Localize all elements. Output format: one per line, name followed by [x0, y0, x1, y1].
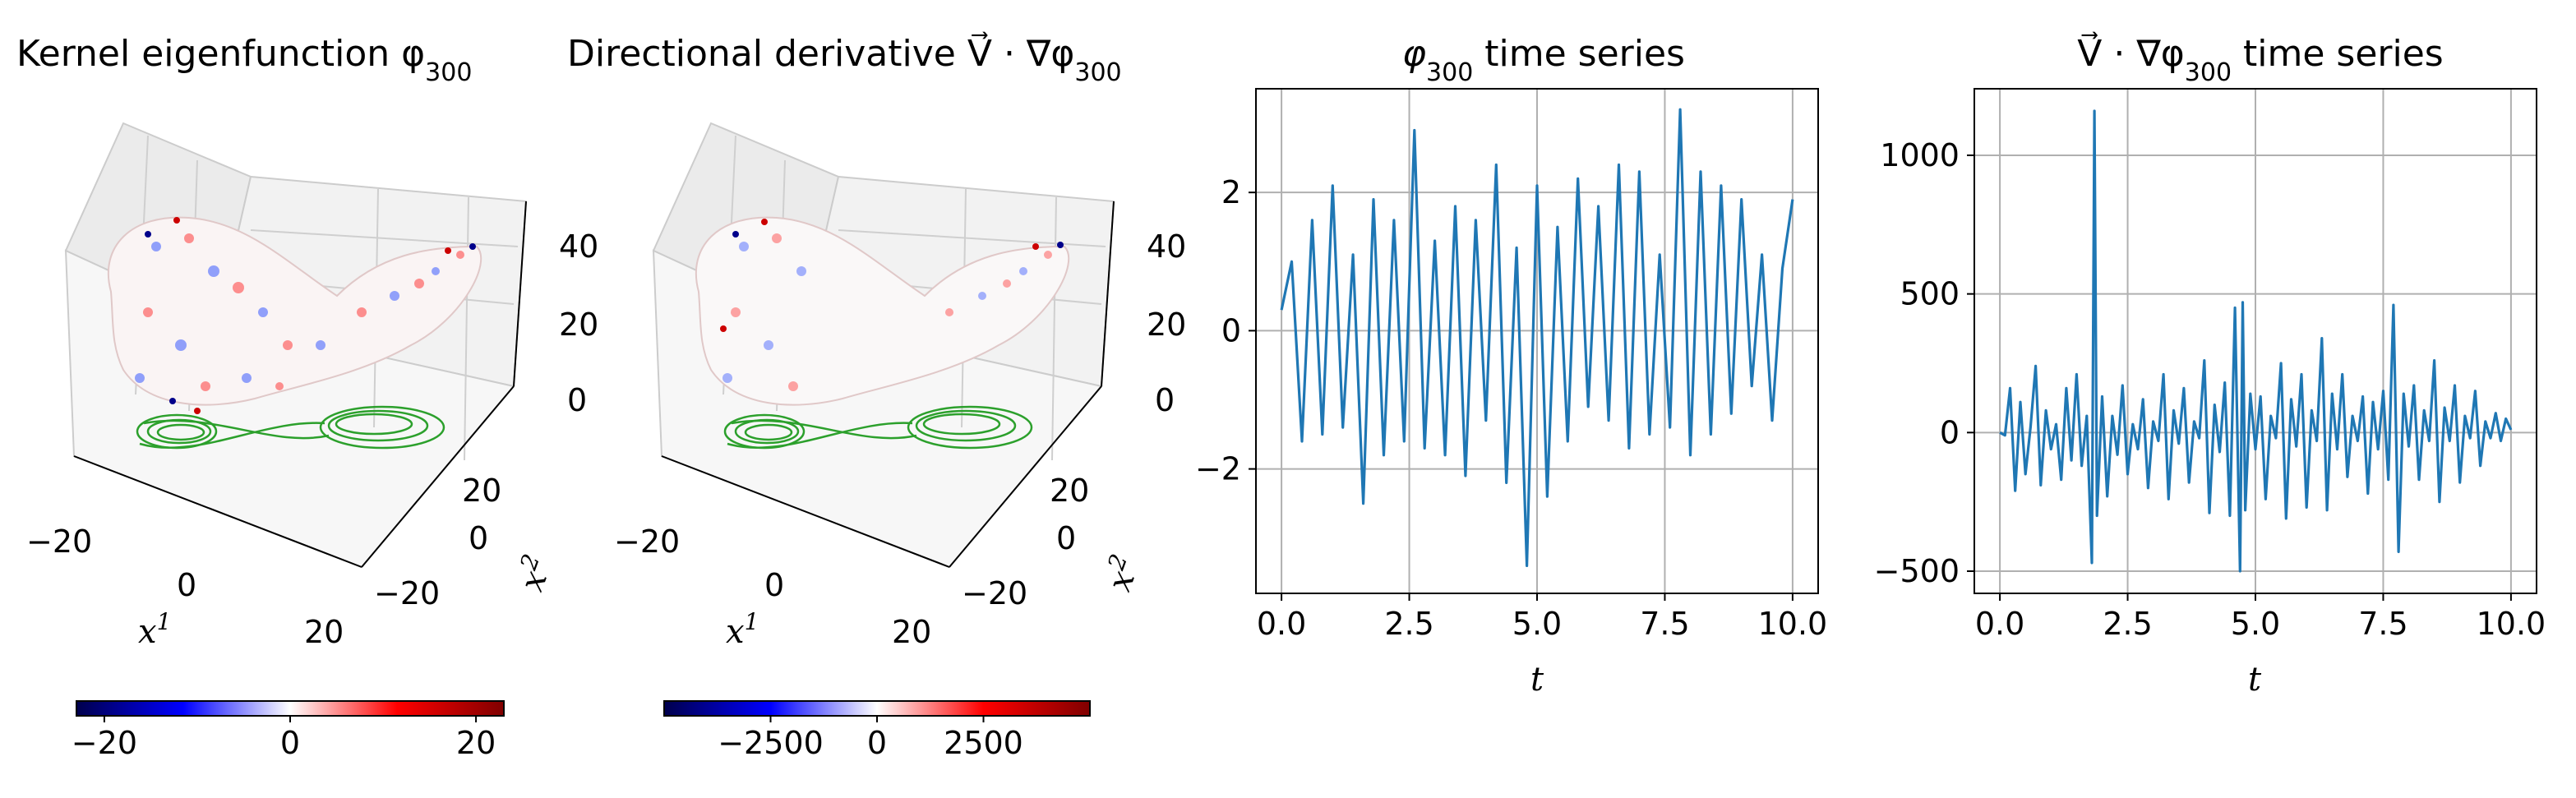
y-tick-label: 500 — [1900, 276, 1960, 312]
panel2-ztick: 0 — [1155, 382, 1175, 418]
x-tick-label: 0.0 — [1257, 606, 1306, 642]
panel1-xlabel: x1 — [138, 608, 171, 652]
y-tick-label: 0 — [1940, 414, 1960, 450]
panel2-attractor-surface — [695, 216, 1070, 406]
panel1-ytick: 0 — [469, 520, 488, 556]
panel2-ylabel: x2 — [1096, 551, 1147, 597]
colorbar-tick-label: 0 — [280, 725, 300, 761]
x-tick-label: 5.0 — [1512, 606, 1562, 642]
colorbar-tick-label: 2500 — [944, 725, 1023, 761]
panel2-ytick: 0 — [1056, 520, 1076, 556]
panel2-ztick: 20 — [1147, 307, 1186, 343]
panel-eigenfunction-3d: Kernel eigenfunction φ300 — [16, 33, 598, 761]
panel2-ytick: 20 — [1050, 473, 1089, 509]
panel2-axis-ticks: −20 0 20 20 0 −20 40 20 0 x1 x2 — [614, 201, 1186, 651]
series-line — [1999, 109, 2513, 573]
x-tick-label: 5.0 — [2231, 606, 2280, 642]
panel1-xtick: 0 — [177, 567, 196, 603]
series-line — [1280, 108, 1794, 568]
x-tick-label: 2.5 — [2103, 606, 2152, 642]
panel2-colorbar: −2500 0 2500 — [663, 700, 1091, 761]
y-tick-label: −2 — [1195, 451, 1241, 487]
panel-derivative-timeseries: V⃗ · ∇φ300 time series V 0.02.55.07.510.… — [1874, 31, 2546, 699]
panel2-xtick: −20 — [614, 524, 680, 560]
panel1-trajectory-projection — [136, 405, 445, 450]
panel1-ztick: 0 — [567, 382, 587, 418]
panel1-ylabel: x2 — [508, 551, 560, 597]
panel1-xtick: −20 — [26, 524, 92, 560]
panel1-ytick: 20 — [462, 473, 501, 509]
panel1-attractor-surface — [107, 216, 482, 414]
panel2-trajectory-projection — [723, 405, 1033, 450]
panel1-xtick: 20 — [304, 614, 344, 650]
panel2-xtick: 0 — [764, 567, 784, 603]
x-tick-label: 7.5 — [1640, 606, 1689, 642]
panel1-axis-ticks: −20 0 20 20 0 −20 40 20 0 x1 x2 — [26, 201, 598, 651]
panel2-ytick: −20 — [962, 575, 1027, 611]
colorbar-tick-label: −2500 — [718, 725, 824, 761]
panel1-ztick: 20 — [559, 307, 598, 343]
panel1-colorbar: −20 0 20 — [72, 700, 505, 761]
panel4-xlabel: t — [2248, 661, 2262, 699]
colorbar-tick-label: 0 — [867, 725, 887, 761]
panel2-xlabel: x1 — [726, 608, 759, 652]
x-tick-label: 2.5 — [1384, 606, 1433, 642]
y-tick-label: 1000 — [1880, 137, 1960, 173]
x-tick-label: 7.5 — [2358, 606, 2407, 642]
panel2-ztick: 40 — [1147, 228, 1186, 265]
colorbar-tick-label: 20 — [456, 725, 496, 761]
y-tick-label: 0 — [1221, 312, 1241, 348]
panel1-ytick: −20 — [374, 575, 440, 611]
panel1-title: Kernel eigenfunction φ300 — [16, 33, 472, 87]
panel3-xlabel: t — [1530, 661, 1544, 699]
panel-derivative-3d: Directional derivative V⃗ · ∇φ300 V — [567, 31, 1186, 761]
panel1-ztick: 40 — [559, 228, 598, 265]
y-tick-label: −500 — [1874, 553, 1960, 589]
panel3-title: φ300 time series — [1402, 33, 1685, 87]
x-tick-label: 10.0 — [2477, 606, 2546, 642]
y-tick-label: 2 — [1221, 174, 1241, 210]
panel2-xtick: 20 — [892, 614, 931, 650]
panel2-title: Directional derivative V⃗ · ∇φ300 — [567, 31, 1122, 87]
x-tick-label: 0.0 — [1975, 606, 2024, 642]
panel4-title: V⃗ · ∇φ300 time series — [2077, 31, 2443, 87]
x-tick-label: 10.0 — [1758, 606, 1828, 642]
colorbar-tick-label: −20 — [72, 725, 137, 761]
panel-phi-timeseries: φ300 time series 0.0 2.5 5.0 7.5 10.0 −2 0 2 t — [1195, 33, 1827, 699]
